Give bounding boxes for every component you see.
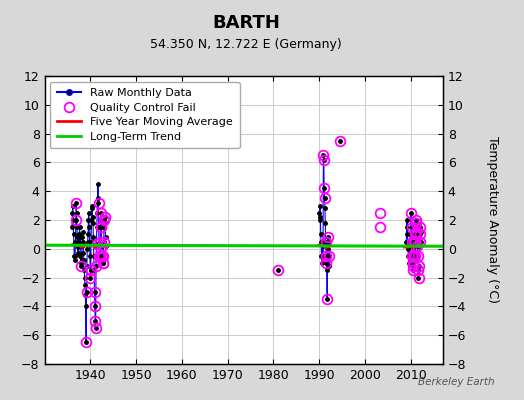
- Text: 54.350 N, 12.722 E (Germany): 54.350 N, 12.722 E (Germany): [150, 38, 342, 51]
- Text: Berkeley Earth: Berkeley Earth: [418, 377, 494, 387]
- Legend: Raw Monthly Data, Quality Control Fail, Five Year Moving Average, Long-Term Tren: Raw Monthly Data, Quality Control Fail, …: [50, 82, 239, 148]
- Y-axis label: Temperature Anomaly (°C): Temperature Anomaly (°C): [486, 136, 498, 304]
- Text: BARTH: BARTH: [212, 14, 280, 32]
